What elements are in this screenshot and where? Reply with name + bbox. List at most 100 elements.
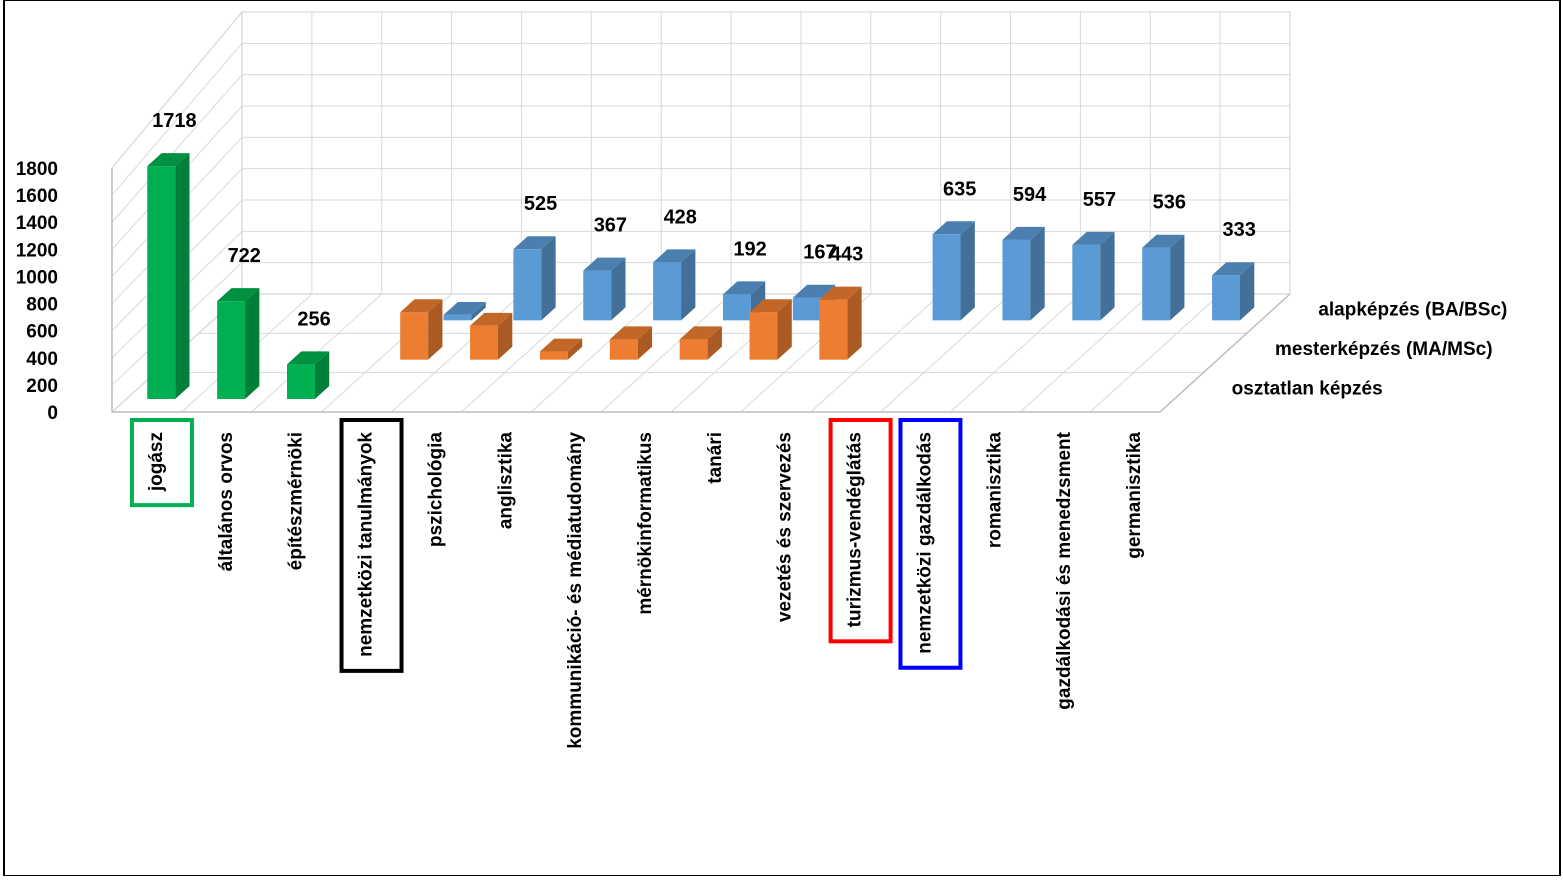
bar-front xyxy=(286,364,315,400)
bar-side xyxy=(498,312,513,360)
bar-side xyxy=(567,338,583,360)
x-tick-label: jogász xyxy=(146,432,167,492)
bar-4-series-2 xyxy=(513,236,556,321)
y-tick-label: 800 xyxy=(26,295,58,316)
x-tick-label: anglisztika xyxy=(495,432,516,530)
bar-side xyxy=(314,351,330,400)
data-label: 428 xyxy=(664,206,697,228)
bar-side xyxy=(681,249,696,321)
gridline-side xyxy=(111,11,243,169)
bar-0-series-0 xyxy=(147,153,190,400)
x-axis: jogász általános orvos építészmérnöki nemze… xyxy=(129,418,1145,749)
category-highlight-box xyxy=(828,418,893,644)
x-tick-label: turizmus-vendéglátás xyxy=(845,432,866,627)
bar-side xyxy=(611,257,626,321)
x-tick-label: nemzetközi gazdálkodás xyxy=(914,432,935,654)
bar-side xyxy=(471,301,486,321)
bar-front xyxy=(653,262,682,321)
bar-side xyxy=(1030,226,1045,321)
data-labels: 525 367 428 192 167 635 594 557 536 333 443 1718 722… xyxy=(152,110,1256,330)
y-tick-label: 1200 xyxy=(16,240,58,261)
bar-side xyxy=(637,326,653,360)
bar-front xyxy=(470,325,499,360)
bar-1-series-0 xyxy=(217,288,260,400)
bar-9-series-1 xyxy=(819,286,862,360)
bar-top xyxy=(819,286,862,300)
data-label: 525 xyxy=(524,193,557,215)
bars xyxy=(147,153,1255,400)
bar-side xyxy=(175,153,190,400)
bar-front xyxy=(147,166,176,400)
series-label: alapképzés (BA/BSc) xyxy=(1318,300,1507,321)
bar-front xyxy=(1212,275,1241,321)
bar-top xyxy=(583,257,626,271)
bar-side xyxy=(1170,234,1185,321)
bar-front xyxy=(539,351,568,360)
bar-top xyxy=(932,221,975,235)
y-tick-label: 0 xyxy=(47,403,58,424)
bar-3-series-1 xyxy=(400,299,443,360)
x-tick-label: nemzetközi tanulmányok xyxy=(356,432,377,657)
data-label: 722 xyxy=(228,245,261,267)
x-tick-label: pszichológia xyxy=(425,432,446,547)
bar-front xyxy=(722,294,751,321)
y-tick-label: 1000 xyxy=(16,267,58,288)
series-label: mesterképzés (MA/MSc) xyxy=(1275,339,1493,360)
data-label: 443 xyxy=(830,244,863,266)
x-tick-label: kommunikáció- és médiatudomány xyxy=(565,432,586,749)
bar-5-series-1 xyxy=(539,338,583,360)
bar-top xyxy=(792,284,836,298)
category-highlight-box xyxy=(339,418,404,673)
bar-top xyxy=(147,153,190,167)
bar-side xyxy=(847,286,862,360)
bar-5-series-2 xyxy=(583,257,626,321)
bar-14-series-2 xyxy=(1212,262,1255,321)
data-label: 557 xyxy=(1083,189,1116,211)
data-label: 333 xyxy=(1222,219,1255,241)
data-label: 594 xyxy=(1013,184,1047,206)
bar-11-series-2 xyxy=(1002,226,1045,321)
y-tick-label: 1600 xyxy=(16,186,58,207)
y-tick-label: 1400 xyxy=(16,213,58,234)
x-tick-label: vezetés és szervezés xyxy=(775,432,796,622)
bar-top xyxy=(653,249,696,263)
bar-top xyxy=(286,351,330,365)
data-label: 536 xyxy=(1153,192,1186,214)
data-label: 635 xyxy=(943,178,976,200)
bar-top xyxy=(609,326,653,340)
bar-side xyxy=(1240,262,1255,321)
x-tick-label: gazdálkodási és menedzsment xyxy=(1054,431,1075,709)
gridline-side xyxy=(111,74,243,223)
bar-top xyxy=(400,299,443,313)
bar-side xyxy=(1100,231,1115,321)
bar-4-series-1 xyxy=(470,312,513,360)
y-tick-label: 400 xyxy=(26,349,58,370)
x-tick-label: általános orvos xyxy=(216,432,237,571)
data-label: 1718 xyxy=(152,110,197,132)
floor-divider xyxy=(460,293,592,413)
floor-divider xyxy=(880,293,1011,413)
bar-front xyxy=(400,312,429,360)
bar-side xyxy=(707,326,722,360)
data-label: 367 xyxy=(594,215,627,237)
bar-top xyxy=(722,281,766,295)
bar-front xyxy=(217,301,246,400)
bar-7-series-1 xyxy=(679,326,722,360)
bar-top xyxy=(539,338,583,352)
bar-front xyxy=(679,339,708,360)
y-tick-label: 200 xyxy=(26,376,58,397)
bar-front xyxy=(583,270,612,321)
chart-border xyxy=(3,0,1561,877)
floor-divider xyxy=(530,293,662,413)
x-tick-label: germanisztika xyxy=(1124,432,1145,559)
bar-top xyxy=(749,299,792,313)
bar-13-series-2 xyxy=(1142,234,1185,321)
bar-10-series-2 xyxy=(932,221,975,321)
x-tick-label: mérnökinformatikus xyxy=(635,432,656,615)
x-tick-label: tanári xyxy=(705,432,726,484)
bar-front xyxy=(932,234,961,321)
bar-side xyxy=(428,299,443,360)
bar-3-series-2 xyxy=(443,301,486,321)
bar-front xyxy=(749,312,778,360)
